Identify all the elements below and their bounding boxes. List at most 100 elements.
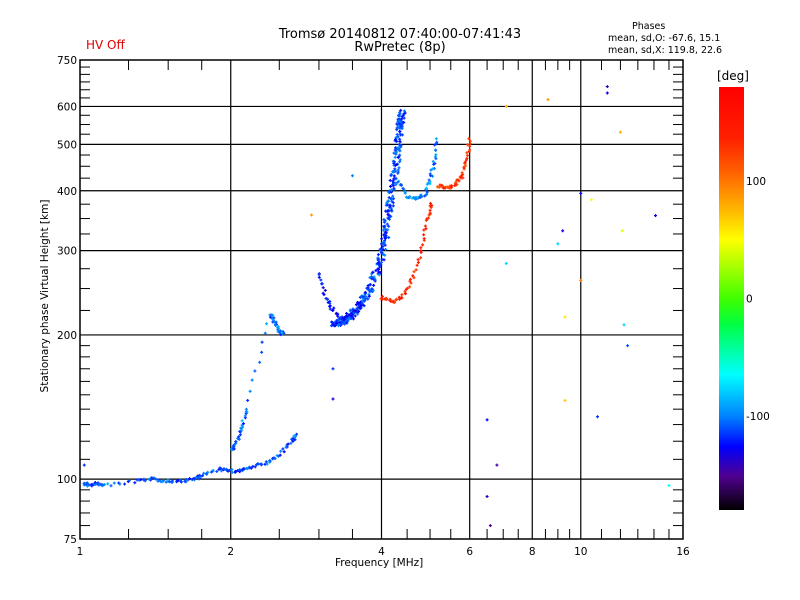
y-tick-label: 100 [57, 474, 77, 486]
data-point [256, 462, 260, 466]
data-point [380, 295, 384, 299]
data-point [322, 293, 326, 297]
data-point [389, 197, 393, 201]
data-point [265, 462, 269, 466]
data-point [366, 297, 370, 301]
data-point [428, 180, 432, 184]
data-point [391, 194, 395, 198]
x-tick-label: 2 [227, 546, 234, 558]
data-point [218, 466, 222, 470]
data-point [381, 247, 385, 251]
data-point [263, 331, 267, 335]
data-point [391, 183, 395, 187]
data-point [384, 209, 388, 213]
phases-title: Phases [632, 21, 666, 32]
x-tick-label: 4 [378, 546, 385, 558]
plot-frame [79, 59, 684, 540]
data-point [622, 323, 626, 327]
data-point [282, 450, 286, 454]
data-point [389, 214, 393, 218]
data-point [391, 204, 395, 208]
data-point [626, 344, 630, 348]
colorbar-label: [deg] [717, 69, 749, 83]
data-point [346, 319, 350, 323]
data-point [426, 216, 430, 220]
data-point [443, 186, 447, 190]
data-point [337, 323, 341, 327]
data-point [461, 176, 465, 180]
data-point [282, 331, 286, 335]
data-point [333, 320, 337, 324]
data-point [434, 137, 438, 141]
data-point [260, 350, 264, 354]
data-point [393, 167, 397, 171]
data-point [281, 447, 285, 451]
x-tick-label: 1 [77, 546, 84, 558]
data-point [219, 469, 223, 473]
x-tick-label: 8 [529, 546, 536, 558]
data-point [351, 307, 355, 311]
data-point [258, 360, 262, 364]
data-point [333, 324, 337, 328]
data-point [133, 481, 137, 485]
data-point [166, 478, 170, 482]
data-point [654, 214, 658, 218]
data-point [383, 253, 387, 257]
data-point [380, 251, 384, 255]
data-point [394, 135, 398, 139]
data-point [398, 158, 402, 162]
data-point [317, 275, 321, 279]
data-point [392, 174, 396, 178]
data-point [279, 333, 283, 337]
chart-title: Tromsø 20140812 07:40:00-07:41:43 [278, 27, 522, 42]
data-point [355, 307, 359, 311]
data-point [367, 294, 371, 298]
data-point [434, 153, 438, 157]
data-point [331, 308, 335, 312]
data-point [394, 138, 398, 142]
grid-lines [80, 60, 683, 539]
data-point [387, 236, 391, 240]
data-point [388, 189, 392, 193]
data-point [385, 222, 389, 226]
data-point [402, 116, 406, 120]
data-point [377, 262, 381, 266]
data-point [291, 436, 295, 440]
data-point [395, 122, 399, 126]
data-point [397, 125, 401, 129]
data-point [605, 85, 609, 89]
data-point [399, 133, 403, 137]
data-point [237, 435, 241, 439]
data-point [434, 148, 438, 152]
data-point [384, 247, 388, 251]
data-point [340, 319, 344, 323]
data-point [332, 306, 336, 310]
x-tick-label: 6 [466, 546, 473, 558]
data-point [268, 315, 272, 319]
data-point [416, 258, 420, 262]
data-point [344, 311, 348, 315]
data-point [347, 313, 351, 317]
data-point [397, 145, 401, 149]
data-point [244, 407, 248, 411]
data-point [336, 314, 340, 318]
data-point [383, 243, 387, 247]
colorbar-tick-label: 100 [746, 176, 766, 188]
data-point [596, 415, 600, 419]
data-point [396, 168, 400, 172]
data-point [264, 460, 268, 464]
data-point [380, 237, 384, 241]
data-point [277, 454, 281, 458]
data-point [390, 208, 394, 212]
data-point [399, 143, 403, 147]
data-point [387, 196, 391, 200]
data-point [321, 286, 325, 290]
data-point [419, 194, 423, 198]
data-point [412, 276, 416, 280]
data-point [561, 229, 565, 233]
data-point [273, 457, 277, 461]
data-point [400, 122, 404, 126]
data-point [402, 187, 406, 191]
data-point [402, 109, 406, 113]
data-point [178, 478, 182, 482]
